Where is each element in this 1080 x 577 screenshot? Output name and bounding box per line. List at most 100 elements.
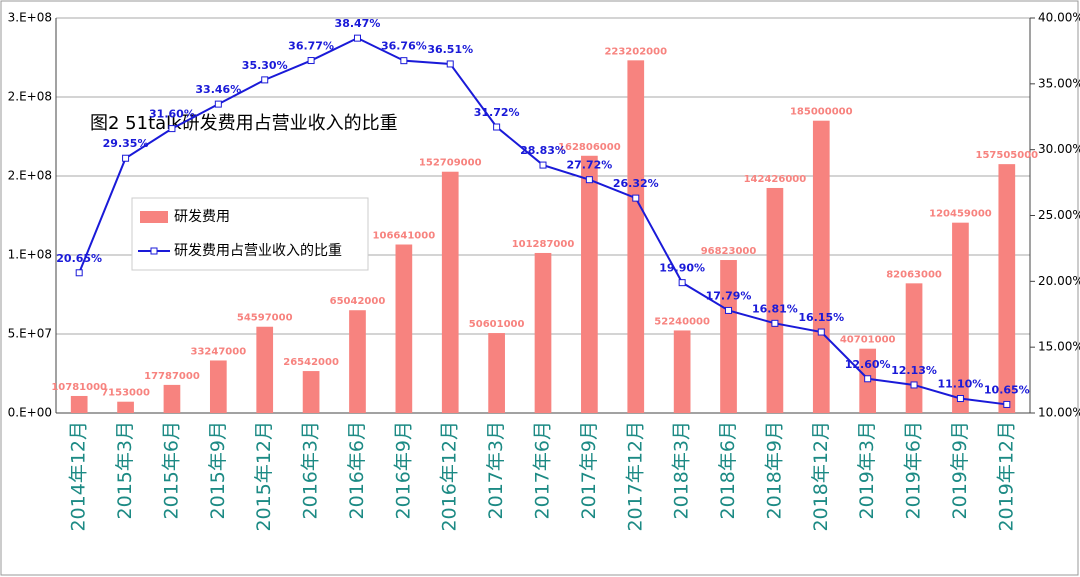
y-tick-label: 5.E+07	[8, 327, 52, 341]
bar	[163, 384, 181, 413]
line-value-label: 36.76%	[381, 40, 427, 53]
bar-value-label: 7153000	[101, 388, 150, 399]
line-marker	[75, 269, 83, 277]
line-value-label: 20.65%	[56, 252, 102, 265]
bar-value-label: 120459000	[929, 209, 992, 220]
bar	[627, 60, 645, 413]
x-tick-label: 2015年6月	[160, 421, 182, 519]
bar-value-label: 142426000	[744, 174, 807, 185]
bar-value-label: 17787000	[144, 371, 200, 382]
line-value-label: 29.35%	[103, 137, 149, 150]
bar-value-label: 152709000	[419, 158, 482, 169]
x-tick-label: 2016年6月	[346, 421, 368, 519]
line-marker	[1003, 400, 1011, 408]
line-marker	[400, 57, 408, 65]
bar	[952, 222, 969, 413]
y-tick-label: 3.E+08	[8, 11, 52, 25]
line-marker	[261, 76, 269, 84]
x-tick-label: 2018年12月	[810, 421, 832, 532]
line-marker	[817, 328, 825, 336]
bar-value-label: 157505000	[975, 150, 1038, 161]
line-value-label: 10.65%	[984, 383, 1030, 396]
bar-value-label: 50601000	[469, 319, 525, 330]
x-tick-label: 2017年3月	[485, 421, 507, 519]
bar	[488, 333, 505, 413]
line-value-label: 33.46%	[195, 83, 241, 96]
line-value-label: 31.60%	[149, 108, 195, 121]
x-tick-label: 2015年12月	[253, 421, 275, 532]
x-tick-label: 2017年12月	[624, 421, 646, 532]
line-marker	[539, 161, 547, 169]
bar	[349, 310, 366, 413]
legend-label: 研发费用占营业收入的比重	[174, 243, 342, 259]
y-tick-label: 2.E+08	[8, 90, 52, 104]
y-tick-label: 2.E+08	[8, 169, 52, 183]
x-tick-label: 2019年6月	[903, 421, 925, 519]
bar	[534, 252, 552, 413]
bar	[998, 164, 1016, 413]
line-value-label: 11.10%	[938, 378, 984, 391]
line-marker	[632, 194, 640, 202]
legend-marker	[150, 247, 158, 255]
y2-tick-label: 35.00%	[1038, 76, 1080, 90]
bar-value-label: 82063000	[886, 269, 942, 280]
x-tick-label: 2018年3月	[671, 421, 693, 519]
line-value-label: 38.47%	[335, 17, 381, 30]
y-tick-label: 1.E+08	[8, 248, 52, 262]
y2-tick-label: 25.00%	[1038, 208, 1080, 222]
line-marker	[910, 381, 918, 389]
x-tick-label: 2014年12月	[68, 421, 90, 532]
y2-tick-label: 40.00%	[1038, 11, 1080, 25]
bar-value-label: 65042000	[330, 296, 386, 307]
line-marker	[168, 125, 176, 133]
line-marker	[678, 279, 686, 287]
x-tick-label: 2019年3月	[856, 421, 878, 519]
bar-value-label: 96823000	[701, 246, 757, 257]
bar	[441, 171, 459, 413]
legend-swatch	[140, 211, 168, 223]
line-marker	[493, 123, 501, 131]
line-value-label: 19.90%	[659, 262, 705, 275]
bar	[395, 244, 413, 413]
line-value-label: 31.72%	[474, 106, 520, 119]
line-marker	[864, 375, 872, 383]
line-value-label: 27.72%	[566, 159, 612, 172]
line-value-label: 28.83%	[520, 144, 566, 157]
bar-value-label: 54597000	[237, 313, 293, 324]
line-marker	[585, 176, 593, 184]
line-marker	[446, 60, 454, 68]
y2-tick-label: 30.00%	[1038, 142, 1080, 156]
bar-value-label: 185000000	[790, 107, 853, 118]
bar	[256, 326, 274, 413]
x-tick-label: 2015年9月	[207, 421, 229, 519]
x-tick-label: 2019年9月	[949, 421, 971, 519]
bar	[905, 283, 923, 413]
legend-box	[131, 197, 369, 271]
bar	[720, 260, 737, 413]
bar-value-label: 33247000	[190, 346, 246, 357]
x-tick-label: 2016年9月	[392, 421, 414, 519]
line-marker	[353, 34, 361, 42]
bar	[673, 330, 691, 413]
line-value-label: 36.51%	[427, 43, 473, 56]
line-value-label: 35.30%	[242, 59, 288, 72]
x-tick-label: 2019年12月	[995, 421, 1017, 532]
bar	[117, 401, 134, 413]
line-marker	[122, 154, 130, 162]
line-value-label: 36.77%	[288, 40, 334, 53]
x-tick-label: 2017年6月	[532, 421, 554, 519]
bar	[766, 187, 784, 413]
x-tick-label: 2016年3月	[300, 421, 322, 519]
chart-title: 图2 51talk研发费用占营业收入的比重	[90, 113, 398, 134]
bar	[302, 371, 320, 413]
line-marker	[956, 395, 964, 403]
legend-label: 研发费用	[174, 209, 230, 225]
bar-value-label: 10781000	[51, 382, 107, 393]
y-tick-label: 0.E+00	[8, 406, 52, 420]
y2-tick-label: 20.00%	[1038, 274, 1080, 288]
line-value-label: 12.60%	[845, 358, 891, 371]
line-value-label: 17.79%	[706, 289, 752, 302]
bar-value-label: 106641000	[373, 231, 436, 242]
line-marker	[307, 57, 315, 65]
